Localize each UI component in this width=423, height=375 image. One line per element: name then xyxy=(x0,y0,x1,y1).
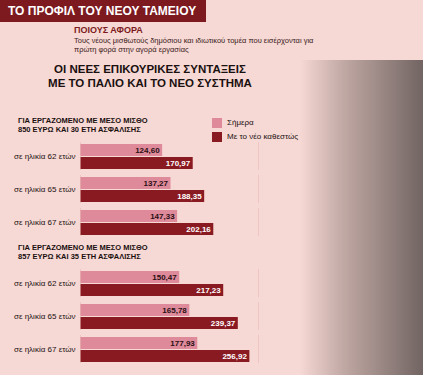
html-text:ΟΙ ΝΕΕΣ ΕΠΙΚΟΥΡΙΚΕΣ ΣΥΝΤΑΞΕΙΣ: ΟΙ ΝΕΕΣ ΕΠΙΚΟΥΡΙΚΕΣ ΣΥΝΤΑΞΕΙΣ xyxy=(54,63,246,75)
html-text:ΠΟΙΟΥΣ ΑΦΟΡΑ: ΠΟΙΟΥΣ ΑΦΟΡΑ xyxy=(74,25,143,35)
svg-text:σε ηλικία 62 ετών: σε ηλικία 62 ετών xyxy=(14,152,76,161)
svg-text:σε ηλικία 65 ετών: σε ηλικία 65 ετών xyxy=(14,185,76,194)
svg-text:202,16: 202,16 xyxy=(186,225,211,234)
html-text:Σήμερα: Σήμερα xyxy=(227,118,254,127)
svg-text:165,78: 165,78 xyxy=(162,306,187,315)
svg-text:170,97: 170,97 xyxy=(166,159,191,168)
svg-text:188,35: 188,35 xyxy=(177,192,202,201)
svg-text:150,47: 150,47 xyxy=(152,273,177,282)
svg-text:239,37: 239,37 xyxy=(211,319,236,328)
svg-text:177,93: 177,93 xyxy=(170,339,195,348)
svg-text:σε ηλικία 65 ετών: σε ηλικία 65 ετών xyxy=(14,312,76,321)
svg-text:256,92: 256,92 xyxy=(222,352,247,361)
svg-text:147,33: 147,33 xyxy=(150,212,175,221)
svg-text:217,23: 217,23 xyxy=(196,286,221,295)
svg-text:124,60: 124,60 xyxy=(135,146,160,155)
svg-text:σε ηλικία 62 ετών: σε ηλικία 62 ετών xyxy=(14,279,76,288)
html-text:ΓΙΑ ΕΡΓΑΖΟΜΕΝΟ ΜΕ ΜΕΣΟ ΜΙΣΘΟ 8: ΓΙΑ ΕΡΓΑΖΟΜΕΝΟ ΜΕ ΜΕΣΟ ΜΙΣΘΟ 850 ΕΥΡΩ ΚΑ… xyxy=(18,116,148,134)
html-text:ΜΕ ΤΟ ΠΑΛΙΟ ΚΑΙ ΤΟ ΝΕΟ ΣΥΣΤΗΜΑ: ΜΕ ΤΟ ΠΑΛΙΟ ΚΑΙ ΤΟ ΝΕΟ ΣΥΣΤΗΜΑ xyxy=(48,77,252,89)
svg-text:σε ηλικία 67 ετών: σε ηλικία 67 ετών xyxy=(14,218,76,227)
svg-text:137,27: 137,27 xyxy=(144,179,169,188)
html-text:ΤΟ ΠΡΟΦΙΛ ΤΟΥ ΝΕΟΥ ΤΑΜΕΙΟΥ: ΤΟ ΠΡΟΦΙΛ ΤΟΥ ΝΕΟΥ ΤΑΜΕΙΟΥ xyxy=(8,4,197,18)
html-text:Με το νέο καθεστώς: Με το νέο καθεστώς xyxy=(227,132,298,141)
html-text:Τους νέους μισθωτούς δημόσιου: Τους νέους μισθωτούς δημόσιου και ιδιωτι… xyxy=(74,36,314,54)
html-text:ΓΙΑ ΕΡΓΑΖΟΜΕΝΟ ΜΕ ΜΕΣΟ ΜΙΣΘΟ 8: ΓΙΑ ΕΡΓΑΖΟΜΕΝΟ ΜΕ ΜΕΣΟ ΜΙΣΘΟ 857 ΕΥΡΩ ΚΑ… xyxy=(18,243,148,261)
svg-text:σε ηλικία 67 ετών: σε ηλικία 67 ετών xyxy=(14,345,76,354)
